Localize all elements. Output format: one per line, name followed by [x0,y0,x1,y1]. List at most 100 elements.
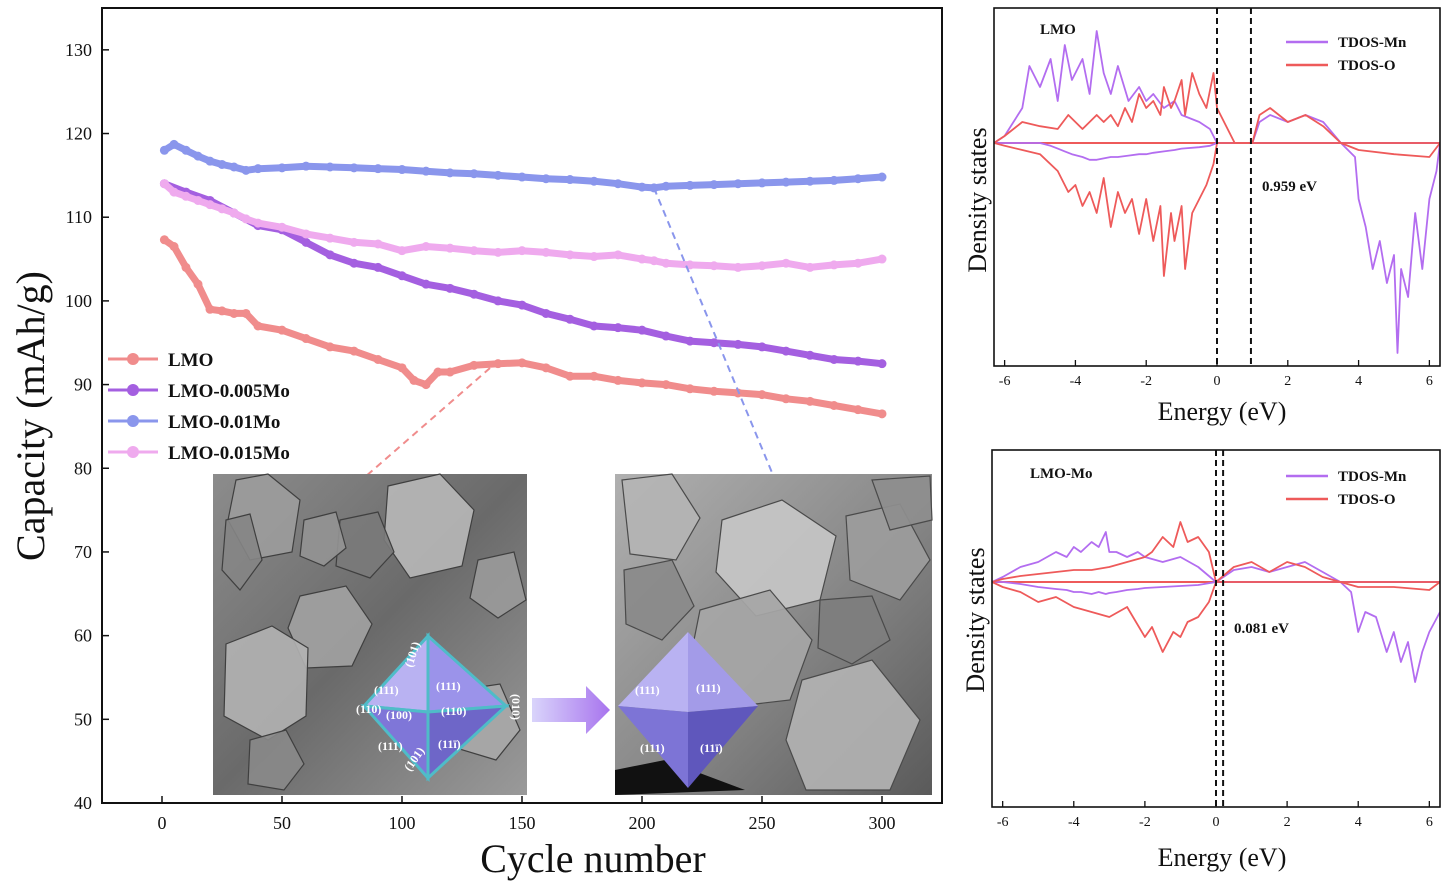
data-point [169,187,179,197]
data-point [517,358,527,368]
y-tick-label: 70 [74,542,92,562]
facet-label: (111) [640,741,665,755]
data-point [589,176,599,186]
data-point [853,258,863,268]
x-tick-label: -6 [999,374,1011,389]
x-tick-label: -2 [1139,815,1151,830]
y-tick-label: 60 [74,626,92,646]
data-point [397,363,407,373]
data-point [853,174,863,184]
data-point [565,250,575,260]
capacity-y-axis-label: Capacity (mAh/g) [8,271,53,561]
data-point [709,338,719,348]
transition-arrow [532,686,610,734]
data-point [229,162,239,172]
data-point [277,325,287,335]
dos-lmo-mo-plot-frame [991,449,1441,808]
data-point [637,254,647,264]
capacity-legend: LMO LMO-0.005Mo LMO-0.01Mo LMO-0.015Mo [108,350,290,464]
dos-curve-TDOS-O-down [994,142,1440,277]
dos-curve-TDOS-Mn-down [994,142,1440,354]
legend-label: LMO-0.01Mo [168,412,280,433]
data-point [637,182,647,192]
data-point [445,243,455,253]
x-tick-label: -4 [1068,815,1080,830]
sem-image-inset-lmo: (111) (111) (110) (100) (110) (111) (11ī… [213,473,527,795]
legend-marker [127,353,139,365]
facet-label: (010) [509,694,523,720]
facet-label: (11ī) [700,741,723,755]
data-point [241,308,251,318]
dos-lmo-x-axis-label: Energy (eV) [1158,397,1287,426]
y-tick-label: 110 [66,207,92,227]
data-point [805,176,815,186]
data-point [877,409,887,419]
dos-lmo-title: LMO [1040,22,1076,38]
data-point [397,246,407,256]
data-point [205,304,215,314]
data-point [829,401,839,410]
data-point [829,354,839,364]
data-point [829,175,839,185]
x-tick-label: 2 [1284,815,1291,830]
data-point [373,239,383,249]
data-point [325,162,335,172]
data-point [709,261,719,271]
capacity-chart: 0 50 100 150 200 250 300 40 50 60 70 80 90 100 110 120 1… [8,7,943,881]
data-point [445,283,455,293]
dos-curve-TDOS-O-down [992,581,1440,653]
dos-lmo-mo-x-axis-label: Energy (eV) [1158,843,1287,872]
data-point [253,321,263,331]
data-point [589,252,599,262]
data-point [469,289,479,299]
data-point [421,380,431,390]
data-point [805,396,815,406]
data-point [349,163,359,173]
data-point [661,380,671,390]
data-point [159,235,169,245]
data-point [565,314,575,324]
data-point [277,163,287,173]
legend-label: LMO-0.015Mo [168,443,290,464]
data-point [685,336,695,346]
facet-label: (110) [441,704,466,718]
data-point [853,405,863,415]
dos-lmo-mo-gap-annotation: 0.081 eV [1234,621,1289,637]
data-point [613,250,623,260]
data-point [217,159,227,169]
facet-label: (111) [378,739,403,753]
data-point [853,356,863,366]
data-point [805,262,815,272]
data-point [613,179,623,189]
data-point [373,164,383,174]
data-point [805,350,815,360]
data-point [397,165,407,175]
data-point [217,306,227,316]
data-point [253,218,263,228]
legend-marker [127,415,139,427]
x-tick-label: -2 [1140,374,1152,389]
data-point [421,166,431,176]
data-point [589,321,599,331]
legend-label: LMO [168,350,213,371]
data-point [397,271,407,281]
y-tick-label: 120 [65,124,92,144]
y-tick-label: 50 [74,709,92,729]
data-point [637,378,647,388]
facet-label: (110) [356,702,381,716]
data-point [469,246,479,256]
data-point [541,363,551,373]
y-tick-label: 130 [65,40,92,60]
legend-label: TDOS-O [1338,492,1396,508]
x-tick-label: -4 [1070,374,1082,389]
dos-chart-lmo: -6 -4 -2 0 2 4 6 LMO 0.959 eV Energy (eV) Dens… [963,7,1441,426]
data-point [781,346,791,356]
data-point [565,371,575,381]
y-tick-label: 80 [74,458,92,478]
data-point [301,237,311,247]
data-point [685,180,695,190]
facet-label: (111) [436,679,461,693]
x-tick-label: 2 [1284,374,1291,389]
data-point [325,342,335,352]
